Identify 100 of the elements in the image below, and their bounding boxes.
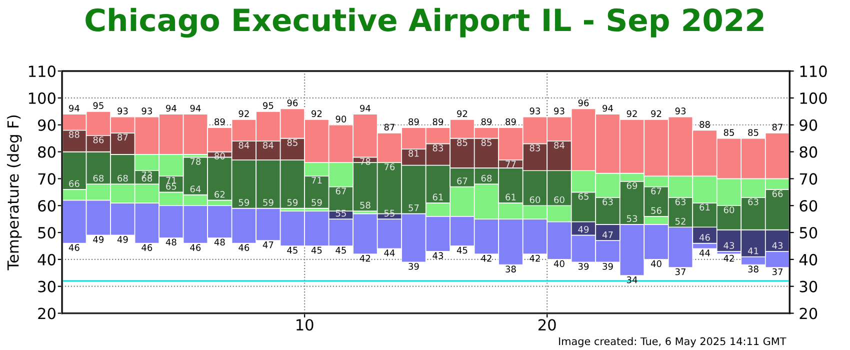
annotation: 40 — [554, 260, 564, 268]
annotation: 85 — [481, 139, 492, 146]
annotation: 89 — [214, 118, 225, 126]
annotation: 38 — [506, 266, 516, 272]
annotation: 92 — [312, 110, 322, 118]
annotation: 85 — [748, 129, 758, 136]
annotation: 92 — [651, 110, 662, 118]
annotation: 46 — [699, 234, 710, 241]
annotation: 38 — [748, 266, 758, 272]
annotation: 43 — [724, 242, 734, 249]
y2-tick-label: 40 — [799, 254, 818, 266]
annotation: 61 — [506, 194, 516, 200]
annotation: 77 — [506, 160, 516, 168]
y-tick-label: 90 — [38, 119, 56, 131]
y2-tick-label: 70 — [800, 173, 818, 185]
annotation: 94 — [190, 104, 201, 112]
annotation: 84 — [238, 142, 250, 149]
annotation: 93 — [118, 108, 128, 114]
annotation: 84 — [263, 142, 274, 149]
annotation: 42 — [360, 254, 370, 262]
y-tick-label: 30 — [38, 280, 56, 292]
annotation: 93 — [142, 108, 152, 114]
y-axis-title: Temperature (deg F) — [6, 115, 22, 270]
annotation: 89 — [432, 118, 444, 126]
annotation: 93 — [554, 108, 564, 114]
annotation: 58 — [360, 202, 370, 209]
annotation: 94 — [602, 104, 613, 112]
y2-tick-label: 100 — [800, 92, 827, 104]
annotation: 86 — [93, 136, 104, 144]
annotation: 42 — [530, 254, 540, 262]
annotation: 68 — [481, 174, 492, 182]
annotation: 47 — [602, 231, 613, 238]
annotation: 39 — [578, 262, 589, 270]
annotation: 39 — [602, 262, 613, 270]
annotation: 89 — [506, 118, 516, 126]
annotation: 63 — [602, 198, 613, 206]
text: Image created: Tue, 6 May 2025 14:11 GMT — [559, 337, 786, 348]
y2-tick-label: 80 — [800, 146, 818, 158]
annotation: 87 — [384, 124, 394, 131]
annotation: 63 — [748, 198, 758, 206]
annotation: 92 — [457, 110, 468, 118]
annotation: 68 — [93, 174, 104, 182]
annotation: 43 — [772, 242, 783, 249]
annotation: 94 — [360, 104, 370, 112]
annotation: 78 — [190, 158, 201, 165]
annotation: 42 — [481, 254, 492, 262]
annotation: 92 — [626, 110, 637, 118]
annotation: 46 — [142, 244, 152, 251]
annotation: 66 — [69, 180, 80, 188]
annotation: 37 — [772, 268, 782, 276]
y2-tick-label: 60 — [800, 200, 818, 212]
annotation: 76 — [384, 163, 395, 170]
annotation: 55 — [336, 210, 346, 217]
y2-tick-label: 90 — [800, 119, 818, 131]
annotation: 56 — [651, 207, 662, 214]
annotation: 88 — [69, 131, 80, 138]
annotation: 84 — [554, 142, 564, 149]
annotation: 44 — [384, 250, 395, 256]
y2-tick-label: 110 — [800, 66, 827, 78]
y-tick-label: 100 — [29, 92, 56, 104]
annotation: 45 — [456, 246, 468, 254]
annotation: 96 — [578, 99, 589, 106]
x-tick-label: 10 — [296, 319, 314, 331]
annotation: 60 — [530, 196, 540, 204]
annotation: 67 — [336, 188, 346, 194]
annotation: 93 — [530, 108, 540, 114]
annotation: 88 — [700, 121, 710, 128]
y-tick-label: 60 — [38, 200, 56, 212]
annotation: 60 — [724, 206, 734, 214]
annotation: 45 — [311, 246, 322, 254]
annotation: 94 — [69, 104, 80, 112]
annotation: 89 — [408, 118, 419, 126]
annotation: 39 — [408, 262, 419, 270]
annotation: 92 — [238, 110, 249, 118]
annotation: 49 — [93, 236, 104, 243]
annotation: 47 — [262, 242, 274, 248]
annotation: 64 — [190, 186, 201, 192]
annotation: 41 — [748, 248, 758, 254]
chart-title: Chicago Executive Airport IL - Sep 2022 — [86, 8, 764, 38]
annotation: 46 — [68, 244, 80, 251]
annotation: 59 — [263, 199, 274, 206]
y-tick-label: 20 — [38, 308, 56, 320]
annotation: 83 — [530, 144, 540, 152]
annotation: 57 — [408, 204, 419, 212]
annotation: 62 — [214, 190, 225, 198]
annotation: 52 — [675, 218, 686, 225]
annotation: 90 — [336, 116, 346, 122]
annotation: 85 — [724, 129, 734, 136]
annotation: 85 — [457, 139, 468, 146]
annotation: 68 — [118, 174, 128, 182]
annotation: 43 — [432, 252, 443, 260]
annotation: 87 — [772, 124, 782, 131]
annotation: 96 — [287, 99, 298, 106]
y2-tick-label: 20 — [800, 308, 818, 320]
annotation: 37 — [675, 268, 686, 276]
annotation: 45 — [336, 246, 346, 254]
y-tick-label: 40 — [38, 254, 56, 266]
annotation: 60 — [554, 196, 564, 204]
annotation: 65 — [578, 192, 588, 200]
annotation: 95 — [263, 102, 274, 109]
